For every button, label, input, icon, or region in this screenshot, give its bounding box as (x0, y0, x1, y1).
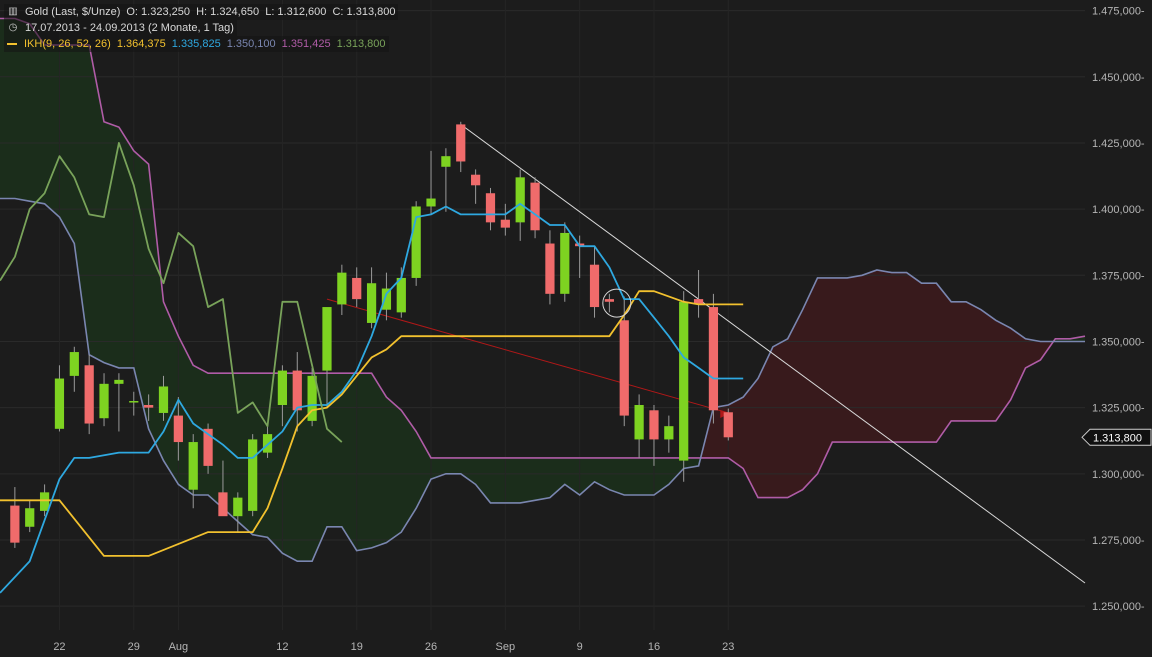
candle-down (218, 492, 228, 517)
y-tick-label: 1.450,000- (1092, 72, 1145, 84)
candle-up (634, 405, 644, 440)
candle-down (203, 428, 213, 466)
x-tick-label: 23 (722, 641, 734, 653)
x-tick-label: Sep (496, 641, 516, 653)
candle-up (69, 352, 79, 376)
candle-down (485, 193, 496, 223)
candle-up (114, 379, 124, 384)
last-price-label: 1.313,800 (1093, 432, 1142, 444)
candle-up (277, 370, 288, 405)
candle-down (545, 243, 555, 294)
candle-down (589, 264, 600, 308)
x-tick-label: 12 (276, 641, 288, 653)
x-tick-label: 19 (351, 641, 363, 653)
y-tick-label: 1.425,000- (1092, 138, 1145, 150)
legend-indicator-name[interactable]: IKH(9, 26, 52, 26) (24, 38, 111, 50)
candle-up (396, 277, 406, 313)
candle-down (292, 370, 302, 411)
candle-up (426, 198, 436, 207)
legend-span-b-value: 1.350,100 (226, 38, 276, 50)
senkou-span-a-line (0, 17, 1086, 499)
x-tick-label: 29 (128, 641, 140, 653)
candle-down (10, 505, 20, 543)
candle-down (649, 410, 659, 440)
candle-up (664, 426, 674, 440)
candle-up (233, 497, 243, 517)
candle-down (693, 299, 704, 305)
highlight-circle (602, 288, 632, 318)
candle-up (39, 492, 50, 511)
candle-down (723, 412, 733, 438)
legend-instrument: Gold (Last, $/Unze) (25, 6, 121, 18)
candle-up (322, 307, 332, 371)
indicator-color-swatch (7, 43, 17, 45)
candle-up (560, 232, 570, 294)
kijun-line (0, 202, 744, 594)
x-tick-label: 22 (53, 641, 65, 653)
candle-up (381, 288, 392, 310)
legend-chikou-value: 1.313,800 (336, 38, 386, 50)
cloud-bearish-area (700, 270, 1054, 498)
legend-tenkan-value: 1.364,375 (116, 38, 166, 50)
senkou-span-b-line (0, 197, 1085, 563)
tenkan-line (0, 290, 744, 557)
candle-down (500, 219, 510, 228)
y-tick-label: 1.300,000- (1092, 469, 1145, 481)
x-tick-label: 9 (577, 641, 583, 653)
candle-up (25, 508, 35, 527)
chikou-line (0, 141, 343, 443)
candle-up (441, 156, 451, 167)
candle-down (173, 415, 183, 443)
last-price-tag (1081, 428, 1152, 446)
y-tick-label: 1.375,000- (1092, 270, 1145, 282)
candle-down (471, 174, 481, 186)
candle-up (679, 301, 689, 461)
candle-down (530, 182, 540, 231)
clock-icon: ◷ (8, 22, 18, 33)
legend-span-a-value: 1.351,425 (281, 38, 331, 50)
candle-up (158, 386, 169, 413)
y-tick-label: 1.325,000- (1092, 403, 1145, 415)
candle-down (84, 365, 94, 424)
legend-instrument-row: ▥ Gold (Last, $/Unze) O: 1.323,250 H: 1.… (4, 4, 399, 20)
candle-up (515, 177, 525, 223)
legend-period-row: ◷ 17.07.2013 - 24.09.2013 (2 Monate, 1 T… (4, 20, 237, 36)
candle-up (188, 442, 198, 490)
downward-trendline (460, 124, 1086, 584)
candle-up (337, 272, 347, 305)
legend-ohlc: O: 1.323,250 H: 1.324,650 L: 1.312,600 C… (126, 6, 396, 18)
candle-up (411, 206, 421, 278)
candle-up (366, 283, 377, 323)
x-tick-label: 26 (425, 641, 437, 653)
candle-down (144, 405, 154, 408)
candle-up (262, 434, 273, 453)
y-tick-label: 1.400,000- (1092, 204, 1145, 216)
candle-down (604, 299, 614, 302)
y-tick-label: 1.475,000- (1092, 6, 1145, 18)
candle-down (708, 307, 719, 411)
y-tick-label: 1.350,000- (1092, 336, 1145, 348)
x-tick-label: 16 (648, 641, 660, 653)
candle-down (619, 320, 629, 416)
legend-kijun-value: 1.335,825 (171, 38, 221, 50)
red-trendline (326, 298, 729, 414)
x-tick-label: Aug (169, 641, 189, 653)
candle-up (307, 375, 317, 421)
candle-down (456, 124, 466, 162)
candle-up (129, 401, 139, 403)
candlestick-icon: ▥ (8, 6, 18, 17)
legend-indicator-row[interactable]: IKH(9, 26, 52, 26) 1.364,375 1.335,825 1… (4, 36, 389, 52)
legend-period: 17.07.2013 - 24.09.2013 (2 Monate, 1 Tag… (25, 22, 234, 34)
candle-up (99, 383, 109, 419)
chart-legend: ▥ Gold (Last, $/Unze) O: 1.323,250 H: 1.… (4, 4, 399, 52)
y-tick-label: 1.275,000- (1092, 535, 1145, 547)
y-tick-label: 1.250,000- (1092, 601, 1145, 613)
candle-up (248, 439, 258, 511)
candle-down (352, 277, 362, 300)
candle-up (54, 378, 65, 429)
